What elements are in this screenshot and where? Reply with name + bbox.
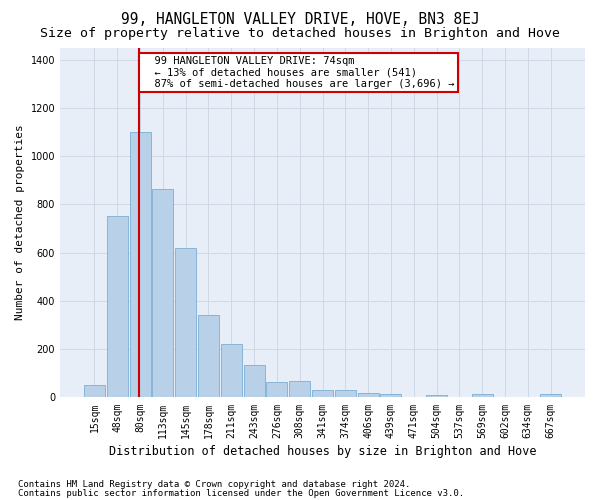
Text: Size of property relative to detached houses in Brighton and Hove: Size of property relative to detached ho… xyxy=(40,28,560,40)
Bar xyxy=(335,390,356,398)
Text: 99, HANGLETON VALLEY DRIVE, HOVE, BN3 8EJ: 99, HANGLETON VALLEY DRIVE, HOVE, BN3 8E… xyxy=(121,12,479,28)
Bar xyxy=(289,380,310,398)
Bar xyxy=(130,132,151,398)
Bar xyxy=(107,216,128,398)
Bar xyxy=(312,390,333,398)
Bar xyxy=(540,394,561,398)
Bar xyxy=(426,395,447,398)
Bar xyxy=(472,394,493,398)
Bar xyxy=(84,386,105,398)
Bar xyxy=(266,382,287,398)
X-axis label: Distribution of detached houses by size in Brighton and Hove: Distribution of detached houses by size … xyxy=(109,444,536,458)
Y-axis label: Number of detached properties: Number of detached properties xyxy=(15,124,25,320)
Text: 99 HANGLETON VALLEY DRIVE: 74sqm
  ← 13% of detached houses are smaller (541)
  : 99 HANGLETON VALLEY DRIVE: 74sqm ← 13% o… xyxy=(142,56,455,89)
Text: Contains public sector information licensed under the Open Government Licence v3: Contains public sector information licen… xyxy=(18,488,464,498)
Bar xyxy=(221,344,242,398)
Bar xyxy=(358,392,379,398)
Text: Contains HM Land Registry data © Crown copyright and database right 2024.: Contains HM Land Registry data © Crown c… xyxy=(18,480,410,489)
Bar xyxy=(152,188,173,398)
Bar xyxy=(175,248,196,398)
Bar xyxy=(198,316,219,398)
Bar xyxy=(380,394,401,398)
Bar xyxy=(244,365,265,398)
